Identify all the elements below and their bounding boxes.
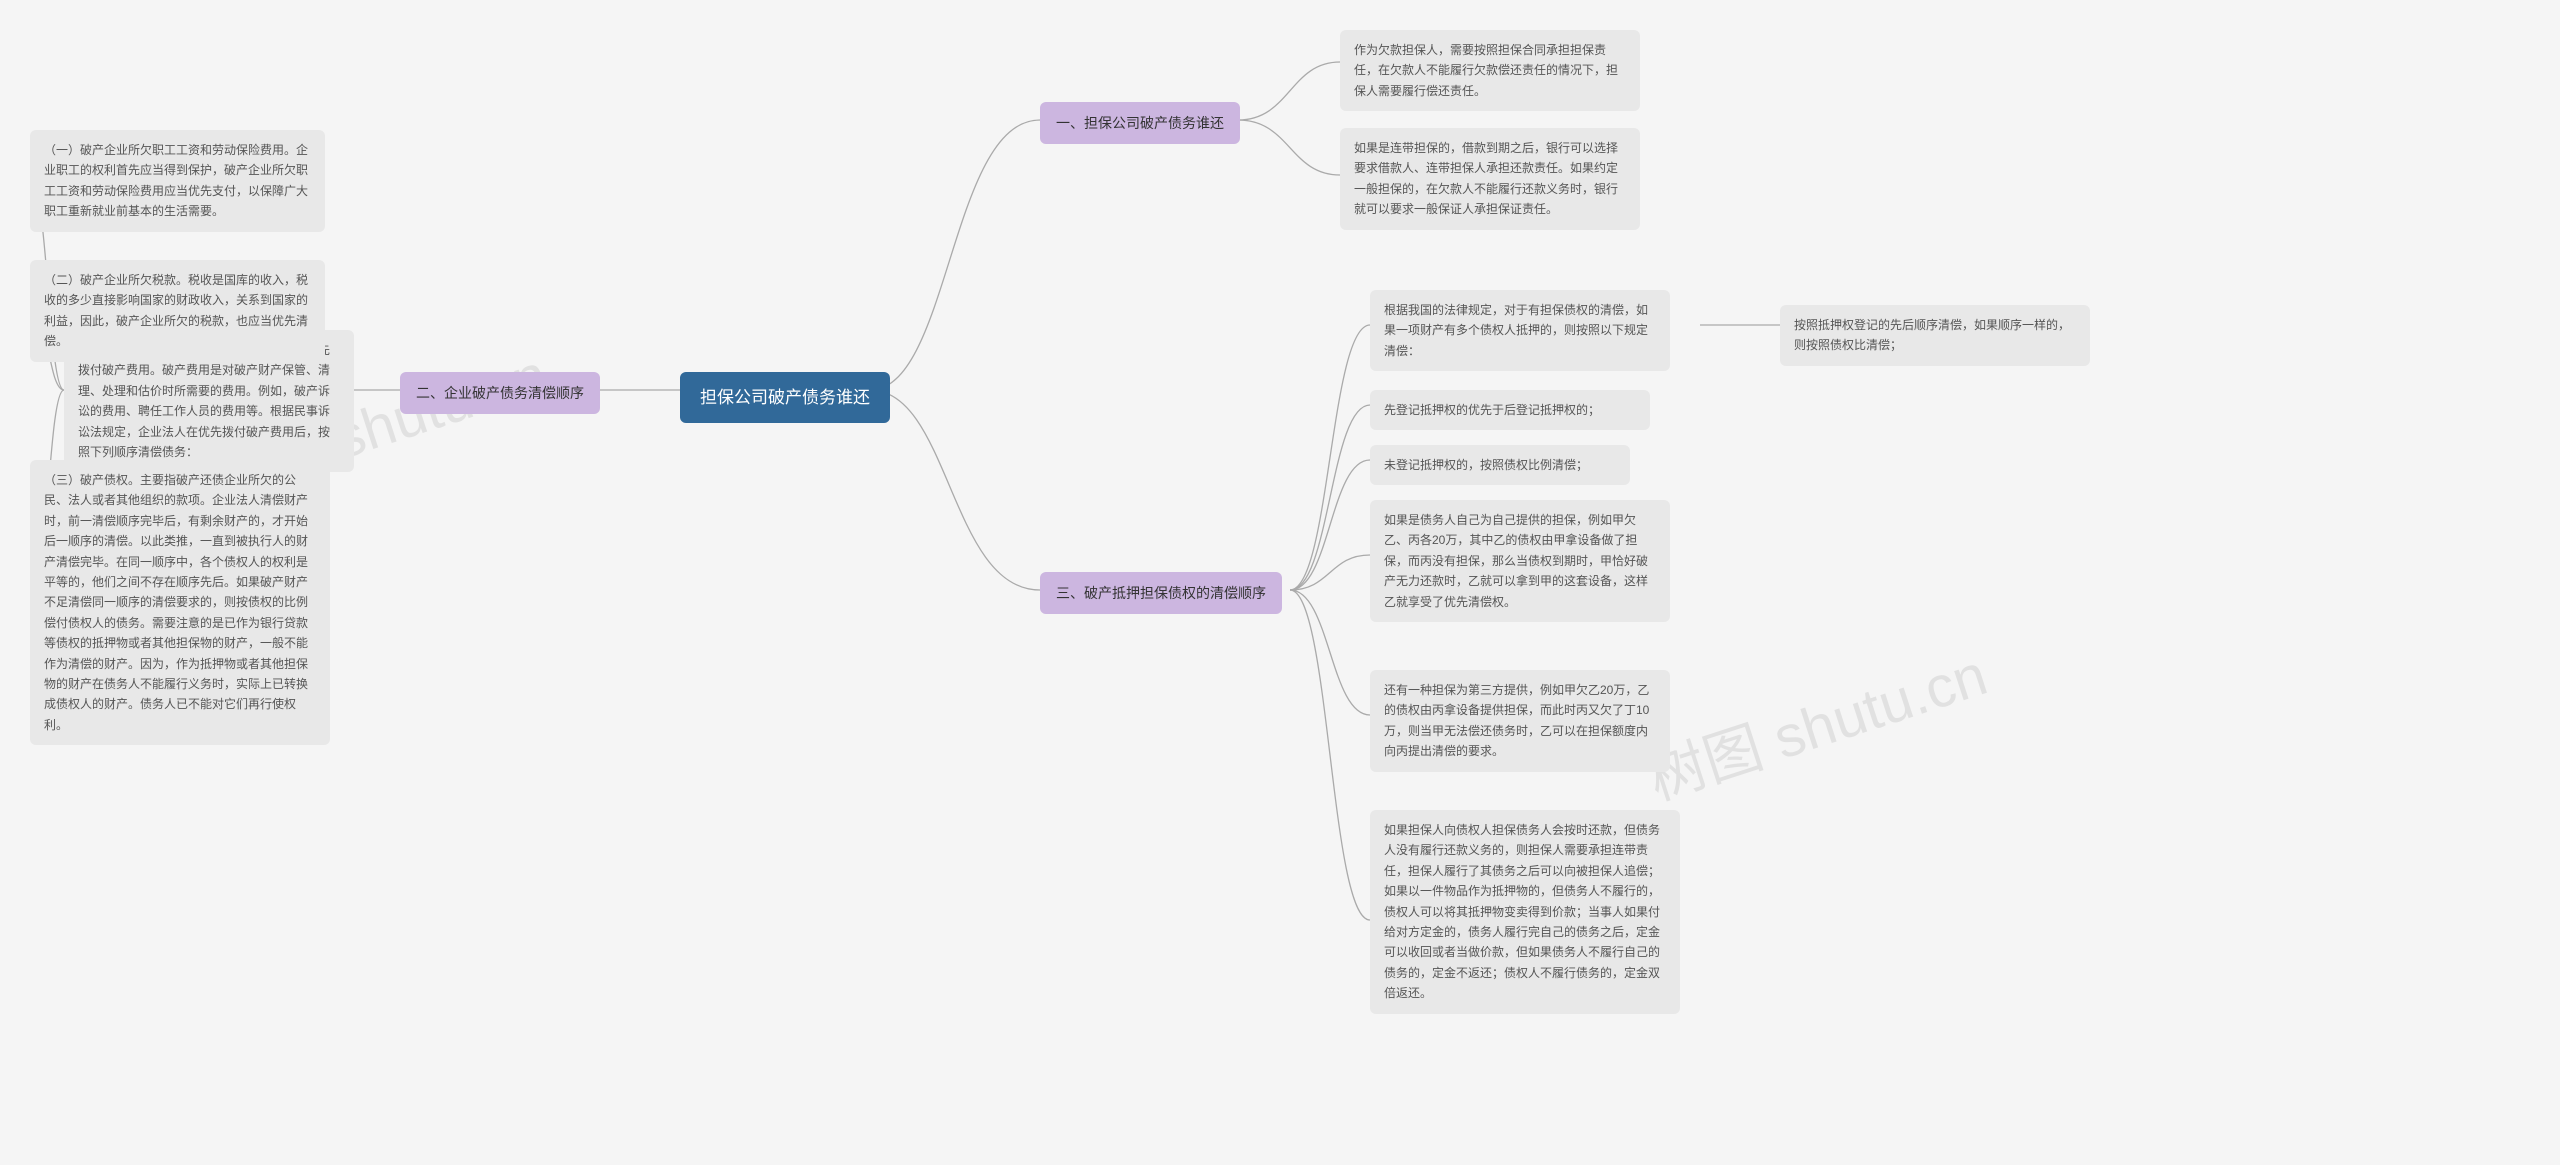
root-node[interactable]: 担保公司破产债务谁还 xyxy=(680,372,890,423)
leaf-b3-1-sub: 按照抵押权登记的先后顺序清偿，如果顺序一样的，则按照债权比清偿； xyxy=(1780,305,2090,366)
branch-2[interactable]: 二、企业破产债务清偿顺序 xyxy=(400,372,600,414)
leaf-b3-5: 还有一种担保为第三方提供，例如甲欠乙20万，乙的债权由丙拿设备提供担保，而此时丙… xyxy=(1370,670,1670,772)
leaf-b2-1: （一）破产企业所欠职工工资和劳动保险费用。企业职工的权利首先应当得到保护，破产企… xyxy=(30,130,325,232)
leaf-b3-4: 如果是债务人自己为自己提供的担保，例如甲欠乙、丙各20万，其中乙的债权由甲拿设备… xyxy=(1370,500,1670,622)
branch-1[interactable]: 一、担保公司破产债务谁还 xyxy=(1040,102,1240,144)
watermark: 树图 shutu.cn xyxy=(1636,628,1996,816)
leaf-b3-3: 未登记抵押权的，按照债权比例清偿； xyxy=(1370,445,1630,485)
leaf-b2-3: （三）破产债权。主要指破产还债企业所欠的公民、法人或者其他组织的款项。企业法人清… xyxy=(30,460,330,745)
leaf-b1-2: 如果是连带担保的，借款到期之后，银行可以选择要求借款人、连带担保人承担还款责任。… xyxy=(1340,128,1640,230)
leaf-b2-2: （二）破产企业所欠税款。税收是国库的收入，税收的多少直接影响国家的财政收入，关系… xyxy=(30,260,325,362)
leaf-b1-1: 作为欠款担保人，需要按照担保合同承担担保责任，在欠款人不能履行欠款偿还责任的情况… xyxy=(1340,30,1640,111)
leaf-b3-2: 先登记抵押权的优先于后登记抵押权的； xyxy=(1370,390,1650,430)
branch-3[interactable]: 三、破产抵押担保债权的清偿顺序 xyxy=(1040,572,1282,614)
leaf-b3-1: 根据我国的法律规定，对于有担保债权的清偿，如果一项财产有多个债权人抵押的，则按照… xyxy=(1370,290,1670,371)
leaf-b3-6: 如果担保人向债权人担保债务人会按时还款，但债务人没有履行还款义务的，则担保人需要… xyxy=(1370,810,1680,1014)
